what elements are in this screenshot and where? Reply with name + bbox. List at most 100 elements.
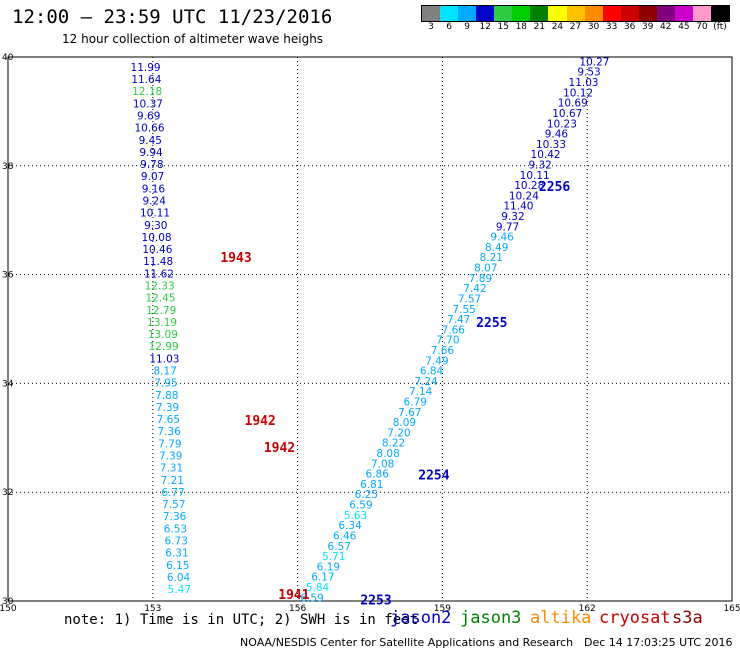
color-scale-cell bbox=[566, 6, 585, 21]
track-right-point: 9.46 bbox=[545, 129, 569, 141]
track-left-point: 13.19 bbox=[147, 317, 177, 329]
time-label: 2256 bbox=[539, 180, 570, 195]
track-left-point: 9.45 bbox=[139, 135, 162, 147]
y-tick-label: 40 bbox=[2, 53, 14, 63]
track-right-point: 10.33 bbox=[536, 139, 566, 151]
track-left-point: 7.39 bbox=[156, 402, 179, 414]
track-left-point: 6.73 bbox=[165, 536, 188, 548]
color-scale-cell bbox=[711, 6, 730, 21]
track-left-point: 11.62 bbox=[144, 268, 174, 280]
color-scale-cell bbox=[638, 6, 657, 21]
track-right-point: 5.63 bbox=[344, 510, 367, 522]
track-left-point: 12.79 bbox=[146, 305, 176, 317]
track-left-point: 5.47 bbox=[168, 584, 191, 596]
track-left-point: 12.18 bbox=[132, 86, 162, 98]
color-scale-cell bbox=[584, 6, 603, 21]
track-right-point: 11.03 bbox=[569, 77, 599, 89]
track-left-point: 10.37 bbox=[133, 98, 163, 110]
track-left-point: 9.69 bbox=[137, 110, 160, 122]
track-right-point: 6.79 bbox=[404, 396, 427, 408]
y-tick-label: 34 bbox=[2, 379, 14, 389]
color-scale-label: 39 bbox=[642, 22, 654, 32]
track-left-point: 7.57 bbox=[162, 499, 185, 511]
color-scale-cell bbox=[530, 6, 549, 21]
track-left-point: 12.45 bbox=[145, 293, 175, 305]
y-tick-label: 36 bbox=[2, 271, 14, 281]
color-scale-label: 6 bbox=[446, 22, 452, 32]
track-right-point: 6.59 bbox=[349, 500, 372, 512]
footnote: note: 1) Time is in UTC; 2) SWH is in fe… bbox=[64, 612, 419, 628]
track-left-point: 7.21 bbox=[161, 475, 184, 487]
track-right-point: 10.11 bbox=[520, 170, 550, 182]
page-title: 12:00 – 23:59 UTC 11/23/2016 bbox=[12, 6, 333, 28]
time-label: 1942 bbox=[245, 414, 276, 429]
track-right-point: 10.24 bbox=[509, 190, 539, 202]
track-left-point: 11.03 bbox=[149, 353, 179, 365]
track-right-point: 7.42 bbox=[463, 283, 486, 295]
track-right-point: 7.57 bbox=[458, 293, 481, 305]
track-right-point: 7.20 bbox=[387, 427, 410, 439]
color-scale-cell bbox=[422, 6, 441, 21]
color-scale-label: 3 bbox=[428, 22, 434, 32]
track-left-point: 9.78 bbox=[140, 159, 163, 171]
track-left-point: 7.36 bbox=[163, 511, 187, 523]
track-right-point: 10.12 bbox=[563, 87, 593, 99]
legend-jason2: jason2 bbox=[390, 608, 452, 628]
track-right-point: 10.28 bbox=[514, 180, 544, 192]
track-right-point: 8.21 bbox=[480, 252, 503, 264]
x-tick-label: 162 bbox=[579, 604, 596, 614]
y-tick-label: 30 bbox=[2, 597, 14, 607]
track-right-point: 6.19 bbox=[317, 561, 340, 573]
color-scale-cell bbox=[548, 6, 567, 21]
color-scale-label: 33 bbox=[605, 22, 618, 32]
legend-jason3: jason3 bbox=[460, 608, 522, 628]
track-right-point: 7.47 bbox=[447, 314, 470, 326]
color-scale-label: 70 bbox=[696, 22, 708, 32]
track-left-point: 6.31 bbox=[165, 548, 188, 560]
track-right-point: 6.34 bbox=[338, 520, 362, 532]
track-left-point: 12.33 bbox=[145, 280, 175, 292]
color-scale-cell bbox=[458, 6, 477, 21]
track-right-point: 7.89 bbox=[469, 273, 492, 285]
y-tick-label: 38 bbox=[2, 162, 14, 172]
time-label: 1943 bbox=[220, 251, 251, 266]
track-left-point: 6.77 bbox=[161, 487, 184, 499]
track-right-point: 8.07 bbox=[474, 263, 497, 275]
color-scale-label: 9 bbox=[464, 22, 471, 32]
track-right-point: 6.25 bbox=[355, 489, 378, 501]
color-scale-label: (ft) bbox=[713, 22, 727, 32]
track-right-point: 9.77 bbox=[496, 221, 519, 233]
color-scale-label: 27 bbox=[569, 22, 582, 32]
track-left-point: 9.16 bbox=[142, 183, 166, 195]
track-left-point: 7.95 bbox=[154, 378, 177, 390]
color-scale-label: 42 bbox=[660, 22, 672, 32]
track-right-point: 6.57 bbox=[328, 541, 351, 553]
track-right-point: 7.67 bbox=[398, 407, 421, 419]
track-left-point: 7.65 bbox=[157, 414, 180, 426]
track-right-point: 10.67 bbox=[552, 108, 582, 120]
track-right-point: 8.08 bbox=[376, 448, 399, 460]
track-left-point: 10.11 bbox=[140, 208, 170, 220]
track-left-point: 7.31 bbox=[160, 463, 183, 475]
track-left-point: 10.66 bbox=[134, 123, 164, 135]
track-right-point: 7.24 bbox=[414, 376, 438, 388]
track-left-point: 9.94 bbox=[139, 147, 163, 159]
time-label: 1941 bbox=[278, 588, 309, 603]
x-tick-label: 150 bbox=[0, 604, 17, 614]
track-left-point: 9.07 bbox=[141, 171, 164, 183]
x-tick-label: 165 bbox=[723, 604, 740, 614]
color-scale-label: 12 bbox=[479, 22, 491, 32]
track-left-point: 10.08 bbox=[142, 232, 172, 244]
track-left-point: 13.09 bbox=[148, 329, 178, 341]
y-tick-label: 32 bbox=[2, 488, 13, 498]
track-right-point: 10.27 bbox=[579, 56, 609, 68]
time-label: 2254 bbox=[418, 468, 449, 483]
track-left-point: 11.64 bbox=[131, 74, 161, 86]
track-left-point: 6.53 bbox=[164, 523, 187, 535]
track-left-point: 7.79 bbox=[158, 438, 181, 450]
time-label: 2253 bbox=[360, 594, 391, 609]
track-right-point: 7.55 bbox=[452, 304, 475, 316]
color-scale-label: 45 bbox=[678, 22, 690, 32]
x-tick-label: 153 bbox=[144, 604, 161, 614]
